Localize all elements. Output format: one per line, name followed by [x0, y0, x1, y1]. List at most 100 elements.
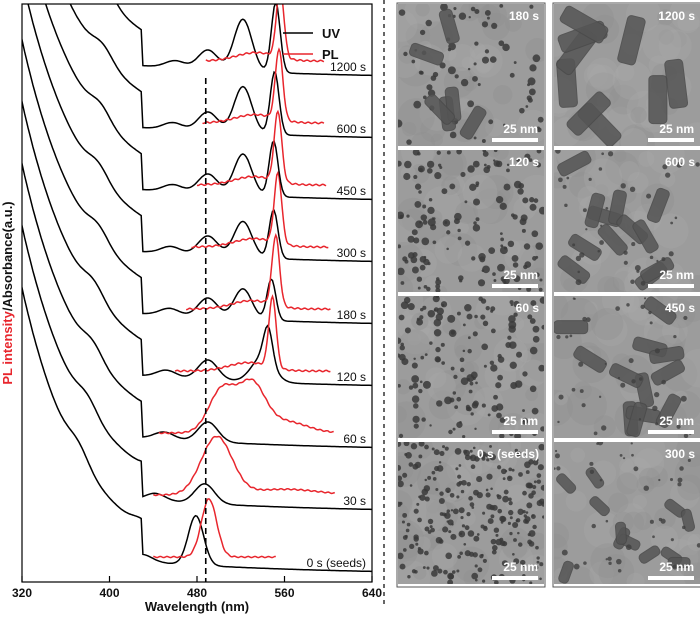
nanoparticle — [475, 217, 480, 222]
nanoparticle — [469, 455, 473, 459]
nanoparticle — [487, 16, 490, 20]
nanoparticle — [665, 172, 671, 178]
nanoparticle — [406, 139, 412, 145]
nanoparticle — [427, 530, 432, 534]
nanoparticle — [431, 470, 436, 475]
tem-texture — [595, 313, 628, 347]
nanoparticle — [419, 29, 426, 36]
nanoparticle — [495, 533, 499, 537]
x-axis: 320 400 480 560 640 — [12, 576, 382, 600]
tem-texture — [670, 480, 700, 510]
nanoparticle — [481, 403, 486, 408]
nanoparticle — [411, 375, 420, 383]
tem-texture — [653, 213, 689, 249]
nanoparticle — [478, 296, 484, 302]
tem-texture — [500, 527, 531, 559]
nanoparticle — [481, 457, 486, 461]
tem-texture — [441, 232, 456, 247]
nanoparticle — [398, 464, 402, 471]
nanoparticle — [449, 492, 455, 498]
nanoparticle — [522, 197, 529, 204]
nanoparticle — [471, 572, 479, 580]
nanoparticle — [442, 219, 451, 227]
nanoparticle — [579, 389, 584, 393]
tem-panel: 300 s 25 nm — [554, 442, 700, 584]
nanoparticle — [670, 221, 674, 225]
nanoparticle — [558, 177, 563, 183]
nanoparticle — [462, 349, 466, 353]
nanoparticle — [481, 21, 489, 28]
nanoparticle — [513, 300, 520, 308]
nanoparticle — [468, 16, 471, 19]
nanoparticle — [445, 552, 453, 560]
nanoparticle — [525, 482, 532, 489]
nanoparticle — [557, 420, 560, 424]
tem-texture — [398, 455, 414, 482]
nanoparticle — [418, 70, 423, 75]
nanoparticle — [529, 203, 537, 211]
nanorod — [614, 521, 627, 545]
nanorod — [438, 8, 460, 45]
tem-texture — [638, 151, 655, 167]
nanoparticle — [474, 314, 478, 319]
nanoparticle — [497, 353, 502, 359]
nanoparticle — [508, 467, 513, 472]
nanoparticle — [600, 224, 603, 227]
nanoparticle — [502, 477, 506, 481]
nanoparticle — [403, 172, 411, 181]
nanoparticle — [413, 403, 419, 409]
nanoparticle — [489, 360, 495, 366]
tem-texture — [498, 451, 518, 470]
nanoparticle — [411, 266, 419, 274]
nanoparticle — [683, 315, 688, 321]
tem-texture — [502, 534, 528, 560]
nanoparticle — [495, 196, 504, 204]
nanoparticle — [538, 287, 543, 292]
nanoparticle — [398, 267, 405, 276]
tem-texture — [613, 150, 627, 162]
tem-texture — [657, 9, 674, 26]
nanoparticle — [484, 9, 491, 16]
nanoparticle — [598, 395, 602, 399]
panel-time-label: 1200 s — [658, 9, 695, 23]
nanoparticle — [679, 466, 684, 471]
nanoparticle — [469, 502, 475, 507]
nanoparticle — [398, 501, 402, 507]
scale-bar-label: 25 nm — [503, 560, 538, 574]
nanoparticle — [634, 264, 641, 271]
uv-curve — [44, 4, 372, 201]
nanoparticle — [516, 351, 523, 358]
nanoparticle — [464, 303, 472, 312]
scale-bar-label: 25 nm — [659, 122, 694, 136]
nanoparticle — [534, 272, 540, 278]
uv-curve — [22, 160, 372, 449]
nanoparticle — [413, 536, 419, 542]
nanoparticle — [474, 8, 480, 14]
x-tick-label: 400 — [99, 586, 119, 600]
nanoparticle — [500, 244, 504, 248]
nanoparticle — [506, 163, 510, 167]
nanoparticle — [498, 40, 505, 47]
nanoparticle — [630, 279, 635, 285]
nanoparticle — [446, 520, 449, 523]
nanoparticle — [512, 521, 519, 529]
nanoparticle — [501, 468, 507, 475]
nanoparticle — [503, 246, 508, 250]
tem-texture — [494, 471, 527, 504]
nanoparticle — [589, 469, 595, 474]
nanoparticle — [410, 443, 418, 450]
nanoparticle — [467, 165, 475, 173]
nanoparticle — [497, 508, 503, 514]
nanoparticle — [502, 495, 509, 503]
tem-texture — [518, 174, 544, 212]
nanoparticle — [405, 451, 412, 459]
legend-uv-label: UV — [322, 26, 340, 41]
nanoparticle — [398, 9, 406, 16]
nanoparticle — [575, 255, 582, 262]
nanoparticle — [508, 509, 514, 516]
nanoparticle — [421, 237, 430, 246]
nanoparticle — [428, 197, 433, 202]
nanoparticle — [456, 569, 460, 573]
nanoparticle — [410, 256, 418, 264]
legend-pl-label: PL — [322, 47, 339, 62]
